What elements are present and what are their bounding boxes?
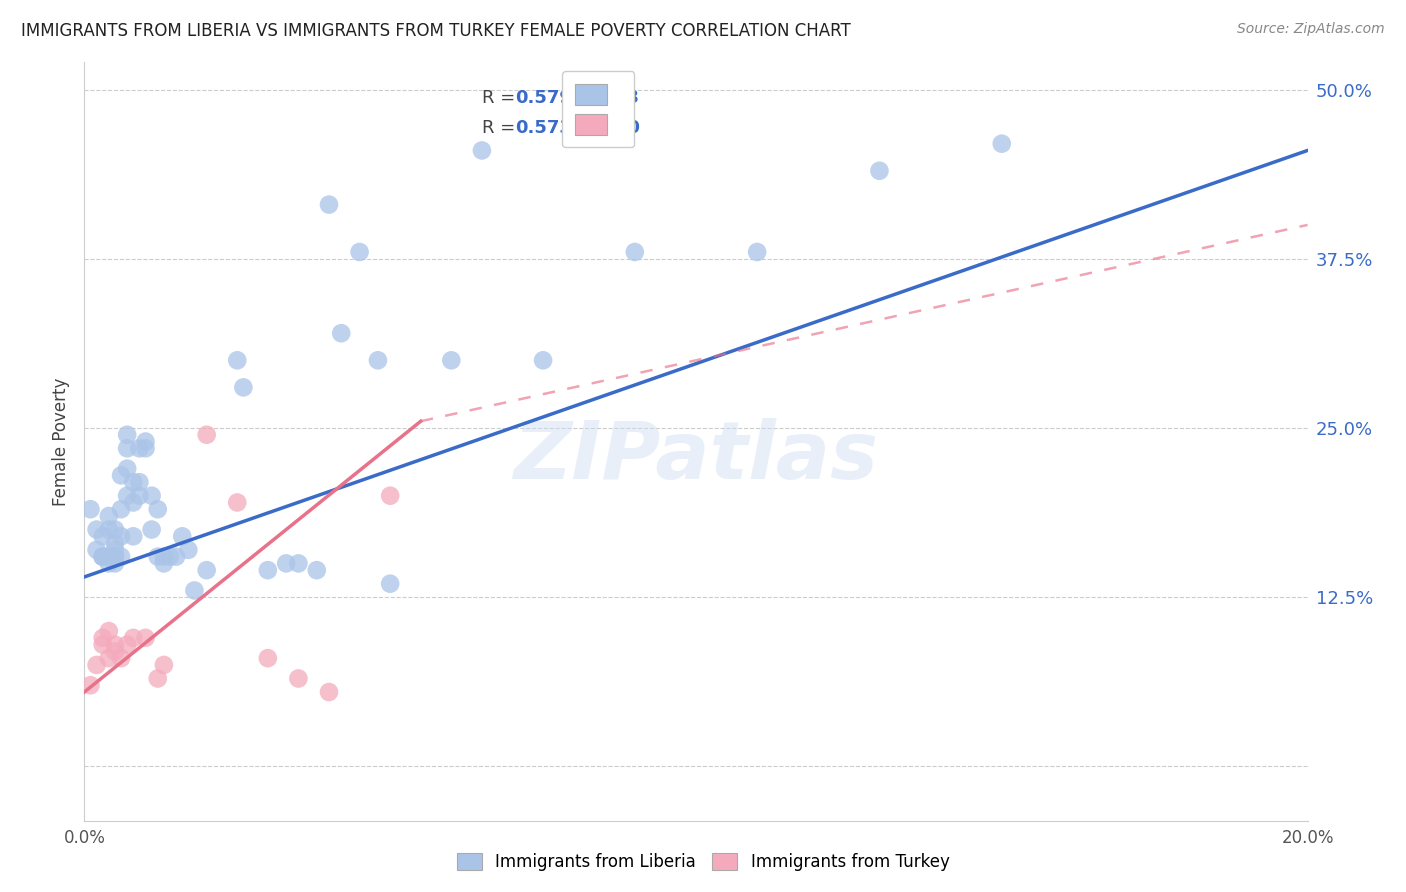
Point <box>122 529 145 543</box>
Point <box>226 495 249 509</box>
Point <box>287 557 309 571</box>
Point <box>991 136 1014 151</box>
Point <box>172 529 194 543</box>
Point <box>135 631 157 645</box>
Point <box>110 502 132 516</box>
Point <box>104 638 127 652</box>
Point <box>115 461 138 475</box>
Point <box>104 536 127 550</box>
Point <box>91 549 114 564</box>
Point <box>91 549 114 564</box>
Point <box>115 442 138 456</box>
Point <box>91 638 114 652</box>
Point <box>115 489 138 503</box>
Point <box>104 523 127 537</box>
Point <box>97 624 120 639</box>
Point <box>135 434 157 449</box>
Point <box>380 576 402 591</box>
Point <box>305 563 328 577</box>
Point <box>330 326 353 341</box>
Point <box>97 523 120 537</box>
Point <box>440 353 463 368</box>
Point <box>86 523 108 537</box>
Point <box>380 489 402 503</box>
Point <box>115 427 138 442</box>
Point <box>146 549 169 564</box>
Point <box>97 557 120 571</box>
Point <box>104 549 127 564</box>
Point <box>195 427 218 442</box>
Point <box>110 468 132 483</box>
Point <box>104 644 127 658</box>
Point <box>159 549 181 564</box>
Point <box>128 475 150 490</box>
Point <box>104 557 127 571</box>
Point <box>183 583 205 598</box>
Point <box>318 685 340 699</box>
Point <box>287 672 309 686</box>
Point <box>146 672 169 686</box>
Point <box>91 529 114 543</box>
Point <box>110 549 132 564</box>
Point <box>91 631 114 645</box>
Point <box>257 563 280 577</box>
Point <box>141 523 163 537</box>
Y-axis label: Female Poverty: Female Poverty <box>52 377 70 506</box>
Point <box>86 657 108 672</box>
Text: 20: 20 <box>616 120 640 137</box>
Text: N =: N = <box>583 89 623 107</box>
Text: 0.573: 0.573 <box>515 120 572 137</box>
Point <box>122 475 145 490</box>
Point <box>276 557 298 571</box>
Point <box>195 563 218 577</box>
Point <box>232 380 254 394</box>
Text: N =: N = <box>583 120 623 137</box>
Text: R =: R = <box>482 120 520 137</box>
Point <box>869 163 891 178</box>
Point <box>110 529 132 543</box>
Point <box>104 549 127 564</box>
Point <box>104 542 127 557</box>
Point <box>97 549 120 564</box>
Legend: Immigrants from Liberia, Immigrants from Turkey: Immigrants from Liberia, Immigrants from… <box>449 845 957 880</box>
Point <box>128 489 150 503</box>
Point <box>531 353 554 368</box>
Point <box>128 442 150 456</box>
Point <box>146 502 169 516</box>
Text: 0.579: 0.579 <box>515 89 572 107</box>
Point <box>471 144 494 158</box>
Point <box>226 353 249 368</box>
Point <box>91 549 114 564</box>
Point <box>153 657 176 672</box>
Point <box>153 557 176 571</box>
Point <box>257 651 280 665</box>
Point <box>79 678 101 692</box>
Point <box>747 244 769 259</box>
Text: R =: R = <box>482 89 520 107</box>
Point <box>115 638 138 652</box>
Point <box>177 542 200 557</box>
Point <box>86 542 108 557</box>
Point <box>153 549 176 564</box>
Legend: , : , <box>562 71 634 147</box>
Point <box>318 197 340 211</box>
Point <box>97 508 120 523</box>
Point <box>110 651 132 665</box>
Text: IMMIGRANTS FROM LIBERIA VS IMMIGRANTS FROM TURKEY FEMALE POVERTY CORRELATION CHA: IMMIGRANTS FROM LIBERIA VS IMMIGRANTS FR… <box>21 22 851 40</box>
Point <box>122 631 145 645</box>
Text: Source: ZipAtlas.com: Source: ZipAtlas.com <box>1237 22 1385 37</box>
Point <box>79 502 101 516</box>
Point <box>349 244 371 259</box>
Point <box>165 549 187 564</box>
Point <box>122 495 145 509</box>
Point <box>135 442 157 456</box>
Point <box>141 489 163 503</box>
Point <box>97 651 120 665</box>
Point <box>367 353 389 368</box>
Text: ZIPatlas: ZIPatlas <box>513 417 879 496</box>
Point <box>624 244 647 259</box>
Text: 63: 63 <box>616 89 640 107</box>
